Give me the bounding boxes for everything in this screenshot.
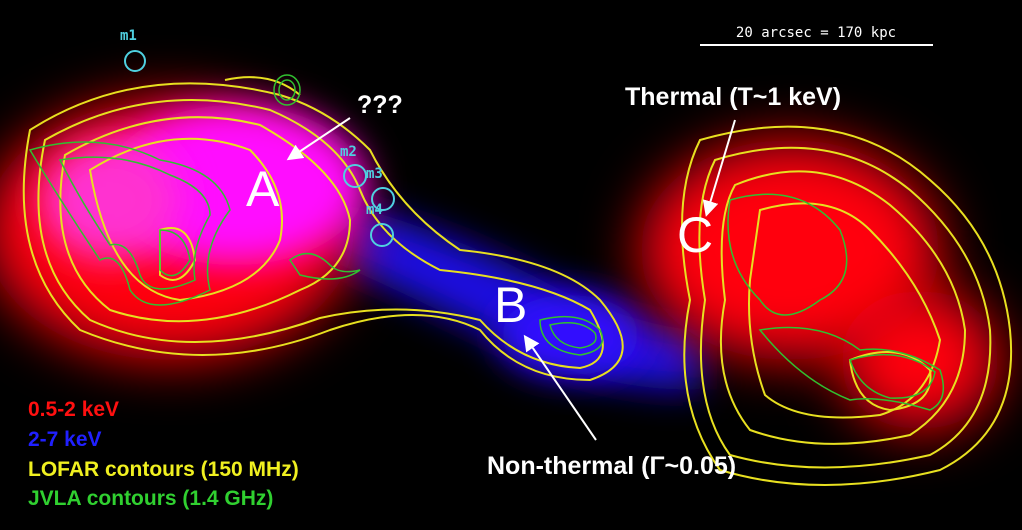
annotation: Non-thermal (Γ~0.05) xyxy=(487,452,736,480)
marker-label: m4 xyxy=(366,202,383,218)
scale-bar-label: 20 arcsec = 170 kpc xyxy=(736,25,896,41)
legend-item: JVLA contours (1.4 GHz) xyxy=(28,487,273,510)
annotation: ??? xyxy=(357,91,403,119)
annotation: Thermal (T~1 keV) xyxy=(625,83,841,111)
marker-label: m2 xyxy=(340,144,357,160)
region-label: B xyxy=(494,277,527,333)
marker-label: m3 xyxy=(366,166,383,182)
figure: m1 m2 m3 m4 20 arcsec = 170 kpc A B C ??… xyxy=(0,0,1022,530)
legend-item: 2-7 keV xyxy=(28,428,102,451)
marker-label: m1 xyxy=(120,28,137,44)
region-label: C xyxy=(677,207,713,263)
region-label: A xyxy=(246,161,280,217)
legend-item: LOFAR contours (150 MHz) xyxy=(28,458,299,481)
legend-item: 0.5-2 keV xyxy=(28,398,119,421)
